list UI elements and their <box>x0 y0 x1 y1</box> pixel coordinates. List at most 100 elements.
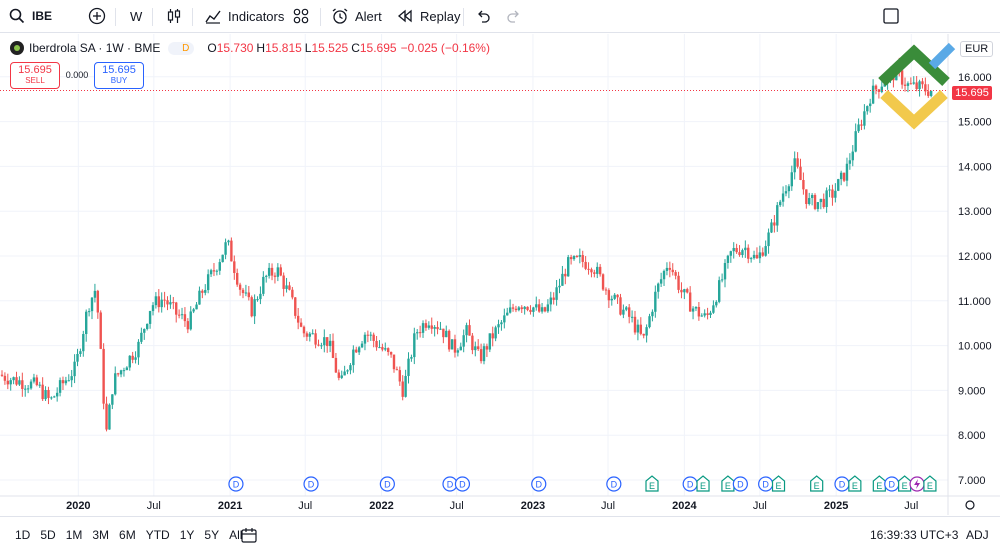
candle-body[interactable] <box>659 279 663 284</box>
candle-body[interactable] <box>134 357 137 360</box>
candle-body[interactable] <box>476 346 480 350</box>
candle-body[interactable] <box>802 179 805 190</box>
earnings-marker[interactable] <box>771 475 786 492</box>
candle-body[interactable] <box>776 205 779 226</box>
candle-body[interactable] <box>238 284 242 290</box>
candle-body[interactable] <box>311 333 314 335</box>
range-button[interactable]: 5Y <box>204 528 220 542</box>
candle-body[interactable] <box>116 373 120 375</box>
candle-body[interactable] <box>395 369 399 371</box>
candle-body[interactable] <box>828 189 831 191</box>
candle-body[interactable] <box>514 308 518 311</box>
candle-body[interactable] <box>253 299 256 317</box>
candle-body[interactable] <box>323 337 326 346</box>
candle-body[interactable] <box>79 351 82 355</box>
candle-body[interactable] <box>314 333 317 345</box>
range-button[interactable]: 1Y <box>179 528 195 542</box>
chart-area[interactable]: 7.000 8.000 9.000 10.000 11.000 12.000 13.000 1… <box>0 34 1000 515</box>
candle-body[interactable] <box>900 70 904 85</box>
candle-body[interactable] <box>851 151 854 161</box>
dividend-marker[interactable] <box>379 476 395 492</box>
candle-body[interactable] <box>15 377 18 385</box>
candle-body[interactable] <box>82 334 85 352</box>
candle-body[interactable] <box>186 321 190 330</box>
candle-body[interactable] <box>552 297 555 300</box>
candle-body[interactable] <box>883 83 886 87</box>
candle-body[interactable] <box>482 346 486 362</box>
candle-body[interactable] <box>456 350 460 353</box>
candle-body[interactable] <box>421 323 425 333</box>
candle-body[interactable] <box>267 267 271 276</box>
candle-body[interactable] <box>384 348 387 350</box>
candle-body[interactable] <box>744 247 747 251</box>
candle-body[interactable] <box>125 367 129 371</box>
candle-body[interactable] <box>622 309 625 315</box>
candle-body[interactable] <box>834 190 837 198</box>
candle-body[interactable] <box>793 158 796 173</box>
candle-body[interactable] <box>479 349 483 362</box>
candle-body[interactable] <box>738 252 741 256</box>
candle-body[interactable] <box>773 222 776 226</box>
adj-toggle[interactable]: ADJ <box>966 528 989 542</box>
candle-body[interactable] <box>291 289 294 298</box>
candle-body[interactable] <box>697 306 701 317</box>
candle-body[interactable] <box>558 285 561 288</box>
candle-body[interactable] <box>6 380 10 385</box>
symbol-search[interactable]: IBE <box>8 0 78 33</box>
candle-body[interactable] <box>848 160 852 164</box>
candle-body[interactable] <box>9 380 12 385</box>
candle-body[interactable] <box>784 191 788 194</box>
candle-body[interactable] <box>857 124 860 132</box>
candle-body[interactable] <box>747 247 750 259</box>
candle-body[interactable] <box>416 332 419 334</box>
candle-body[interactable] <box>877 89 881 92</box>
candle-body[interactable] <box>29 381 33 389</box>
candle-body[interactable] <box>87 311 91 313</box>
candle-body[interactable] <box>215 270 219 272</box>
candle-body[interactable] <box>668 267 672 270</box>
candle-body[interactable] <box>137 341 140 358</box>
candle-body[interactable] <box>24 388 27 390</box>
candle-body[interactable] <box>389 351 393 355</box>
candle-body[interactable] <box>172 302 175 304</box>
candle-body[interactable] <box>839 172 843 180</box>
candle-body[interactable] <box>3 375 7 381</box>
candle-body[interactable] <box>407 358 410 376</box>
candle-body[interactable] <box>918 81 921 90</box>
candle-body[interactable] <box>468 325 471 336</box>
candle-body[interactable] <box>227 240 230 243</box>
candle-body[interactable] <box>868 103 872 107</box>
candle-body[interactable] <box>189 311 192 330</box>
candle-body[interactable] <box>706 313 709 316</box>
candle-body[interactable] <box>671 269 674 273</box>
candle-body[interactable] <box>610 298 613 301</box>
candle-body[interactable] <box>613 294 616 299</box>
candle-body[interactable] <box>357 347 361 353</box>
candle-body[interactable] <box>715 301 718 306</box>
candle-body[interactable] <box>119 370 123 375</box>
candle-body[interactable] <box>825 190 828 208</box>
candle-body[interactable] <box>204 290 207 293</box>
candle-body[interactable] <box>584 261 587 269</box>
candle-body[interactable] <box>270 267 274 276</box>
candle-body[interactable] <box>157 296 160 308</box>
legend-title[interactable]: Iberdrola SA · 1W · BME <box>29 41 161 55</box>
candle-body[interactable] <box>308 333 311 337</box>
candle-body[interactable] <box>55 392 59 397</box>
candle-body[interactable] <box>154 296 158 306</box>
candle-body[interactable] <box>96 290 100 313</box>
candle-body[interactable] <box>909 83 913 85</box>
candle-body[interactable] <box>273 275 277 277</box>
candle-body[interactable] <box>808 198 811 205</box>
candle-body[interactable] <box>819 198 823 203</box>
candle-body[interactable] <box>906 83 910 86</box>
candle-body[interactable] <box>718 280 721 302</box>
candle-body[interactable] <box>221 254 224 263</box>
candle-body[interactable] <box>427 325 431 328</box>
currency-selector[interactable]: EUR <box>960 41 994 57</box>
candle-body[interactable] <box>607 290 611 301</box>
candle-body[interactable] <box>488 333 492 350</box>
candle-body[interactable] <box>462 335 465 347</box>
candle-body[interactable] <box>375 340 378 348</box>
candle-body[interactable] <box>413 333 416 358</box>
